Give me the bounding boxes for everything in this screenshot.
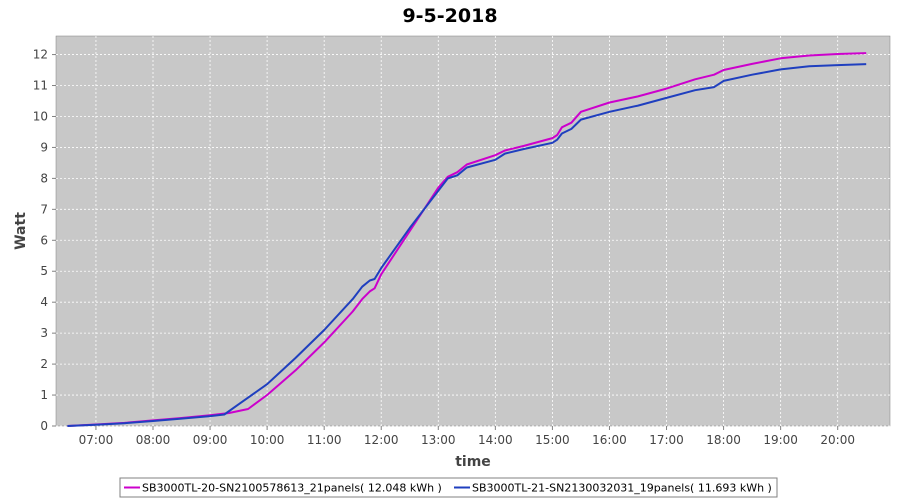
y-tick-label: 1 (40, 388, 48, 402)
legend: SB3000TL-20-SN2100578613_21panels( 12.04… (119, 477, 778, 498)
y-tick-label: 8 (40, 171, 48, 185)
plot-area (55, 35, 891, 427)
chart-title: 9-5-2018 (402, 5, 497, 27)
x-tick-label: 08:00 (136, 433, 171, 447)
x-tick-label: 16:00 (592, 433, 627, 447)
x-tick-label: 20:00 (820, 433, 855, 447)
x-tick-label: 12:00 (364, 433, 399, 447)
x-tick-label: 11:00 (307, 433, 342, 447)
x-tick-label: 18:00 (706, 433, 741, 447)
legend-box (119, 477, 778, 498)
x-tick-label: 13:00 (421, 433, 456, 447)
y-tick-label: 11 (33, 79, 48, 93)
legend-label-1: SB3000TL-20-SN2100578613_21panels( 12.04… (142, 482, 442, 495)
legend-label-2: SB3000TL-21-SN2130032031_19panels( 11.69… (472, 482, 772, 495)
x-tick-label: 10:00 (250, 433, 285, 447)
x-tick-label: 17:00 (649, 433, 684, 447)
y-tick-label: 9 (40, 140, 48, 154)
series-layer (67, 52, 867, 427)
y-tick-label: 6 (40, 233, 48, 247)
y-tick-label: 2 (40, 357, 48, 371)
y-tick-label: 0 (40, 419, 48, 433)
y-tick-label: 12 (33, 48, 48, 62)
series-line-2 (67, 63, 867, 427)
x-axis-label: time (455, 454, 491, 470)
y-tick-label: 4 (40, 295, 48, 309)
series-line-1 (67, 52, 867, 427)
y-tick-label: 5 (40, 264, 48, 278)
grid-layer (56, 36, 890, 427)
y-tick-label: 7 (40, 202, 48, 216)
x-tick-label: 09:00 (193, 433, 228, 447)
x-tick-label: 19:00 (763, 433, 798, 447)
y-tick-label: 10 (33, 109, 48, 123)
y-tick-label: 3 (40, 326, 48, 340)
y-axis-label: Watt (13, 212, 29, 250)
x-tick-label: 14:00 (478, 433, 513, 447)
x-tick-label: 15:00 (535, 433, 570, 447)
x-tick-label: 07:00 (79, 433, 114, 447)
